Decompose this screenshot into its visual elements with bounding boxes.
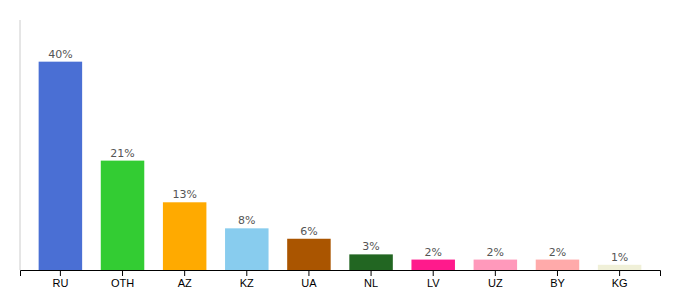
bar — [101, 161, 144, 270]
bar — [474, 260, 517, 270]
x-tick-mark — [60, 270, 61, 276]
x-tick: BY — [550, 270, 565, 289]
x-tick-label: LV — [427, 277, 440, 289]
data-label: 1% — [611, 251, 628, 264]
x-tick-label: NL — [364, 277, 378, 289]
x-axis: RU OTH AZ KZ UA NL LV UZ BY KG — [21, 270, 661, 289]
bar — [287, 239, 330, 270]
bars — [39, 62, 642, 270]
x-tick: KZ — [240, 270, 254, 289]
bar — [536, 260, 579, 270]
data-label: 8% — [238, 214, 255, 227]
data-label: 13% — [172, 188, 196, 201]
x-tick-mark — [619, 270, 620, 276]
x-tick: NL — [364, 270, 378, 289]
data-label: 6% — [300, 225, 317, 238]
data-label: 2% — [487, 246, 504, 259]
bar — [39, 62, 82, 270]
x-tick-mark — [433, 270, 434, 276]
x-tick-label: RU — [52, 277, 68, 289]
x-tick-label: UA — [301, 277, 317, 289]
x-tick: UA — [301, 270, 317, 289]
x-axis-line — [21, 271, 661, 277]
x-tick: LV — [427, 270, 440, 289]
bar — [349, 254, 392, 270]
x-tick-mark — [246, 270, 247, 276]
x-tick-mark — [184, 270, 185, 276]
x-tick: KG — [612, 270, 628, 289]
bar — [411, 260, 454, 270]
x-tick-label: KZ — [240, 277, 254, 289]
x-tick-mark — [557, 270, 558, 276]
x-tick-label: UZ — [488, 277, 503, 289]
x-tick-label: AZ — [178, 277, 192, 289]
bar — [598, 265, 641, 270]
x-tick-mark — [495, 270, 496, 276]
x-tick: OTH — [111, 270, 134, 289]
x-tick-label: OTH — [111, 277, 134, 289]
x-tick-mark — [308, 270, 309, 276]
bar — [163, 202, 206, 270]
data-label: 2% — [549, 246, 566, 259]
x-tick: UZ — [488, 270, 503, 289]
chart: 40% 21% 13% 8% 6% 3% 2% 2% 2% 1% RU OTH AZ KZ UA NL LV UZ… — [0, 0, 680, 300]
x-tick-mark — [371, 270, 372, 276]
data-label: 40% — [48, 48, 72, 61]
bar — [225, 228, 268, 270]
x-tick-label: KG — [612, 277, 628, 289]
x-tick: AZ — [178, 270, 192, 289]
x-tick-label: BY — [550, 277, 565, 289]
x-tick-mark — [122, 270, 123, 276]
x-tick: RU — [52, 270, 68, 289]
plot: 40% 21% 13% 8% 6% 3% 2% 2% 2% 1% RU OTH AZ KZ UA NL LV UZ… — [20, 20, 661, 289]
data-labels: 40% 21% 13% 8% 6% 3% 2% 2% 2% 1% — [48, 48, 628, 264]
data-label: 3% — [362, 240, 379, 253]
data-label: 2% — [424, 246, 441, 259]
y-axis-line — [20, 20, 21, 270]
data-label: 21% — [110, 147, 134, 160]
